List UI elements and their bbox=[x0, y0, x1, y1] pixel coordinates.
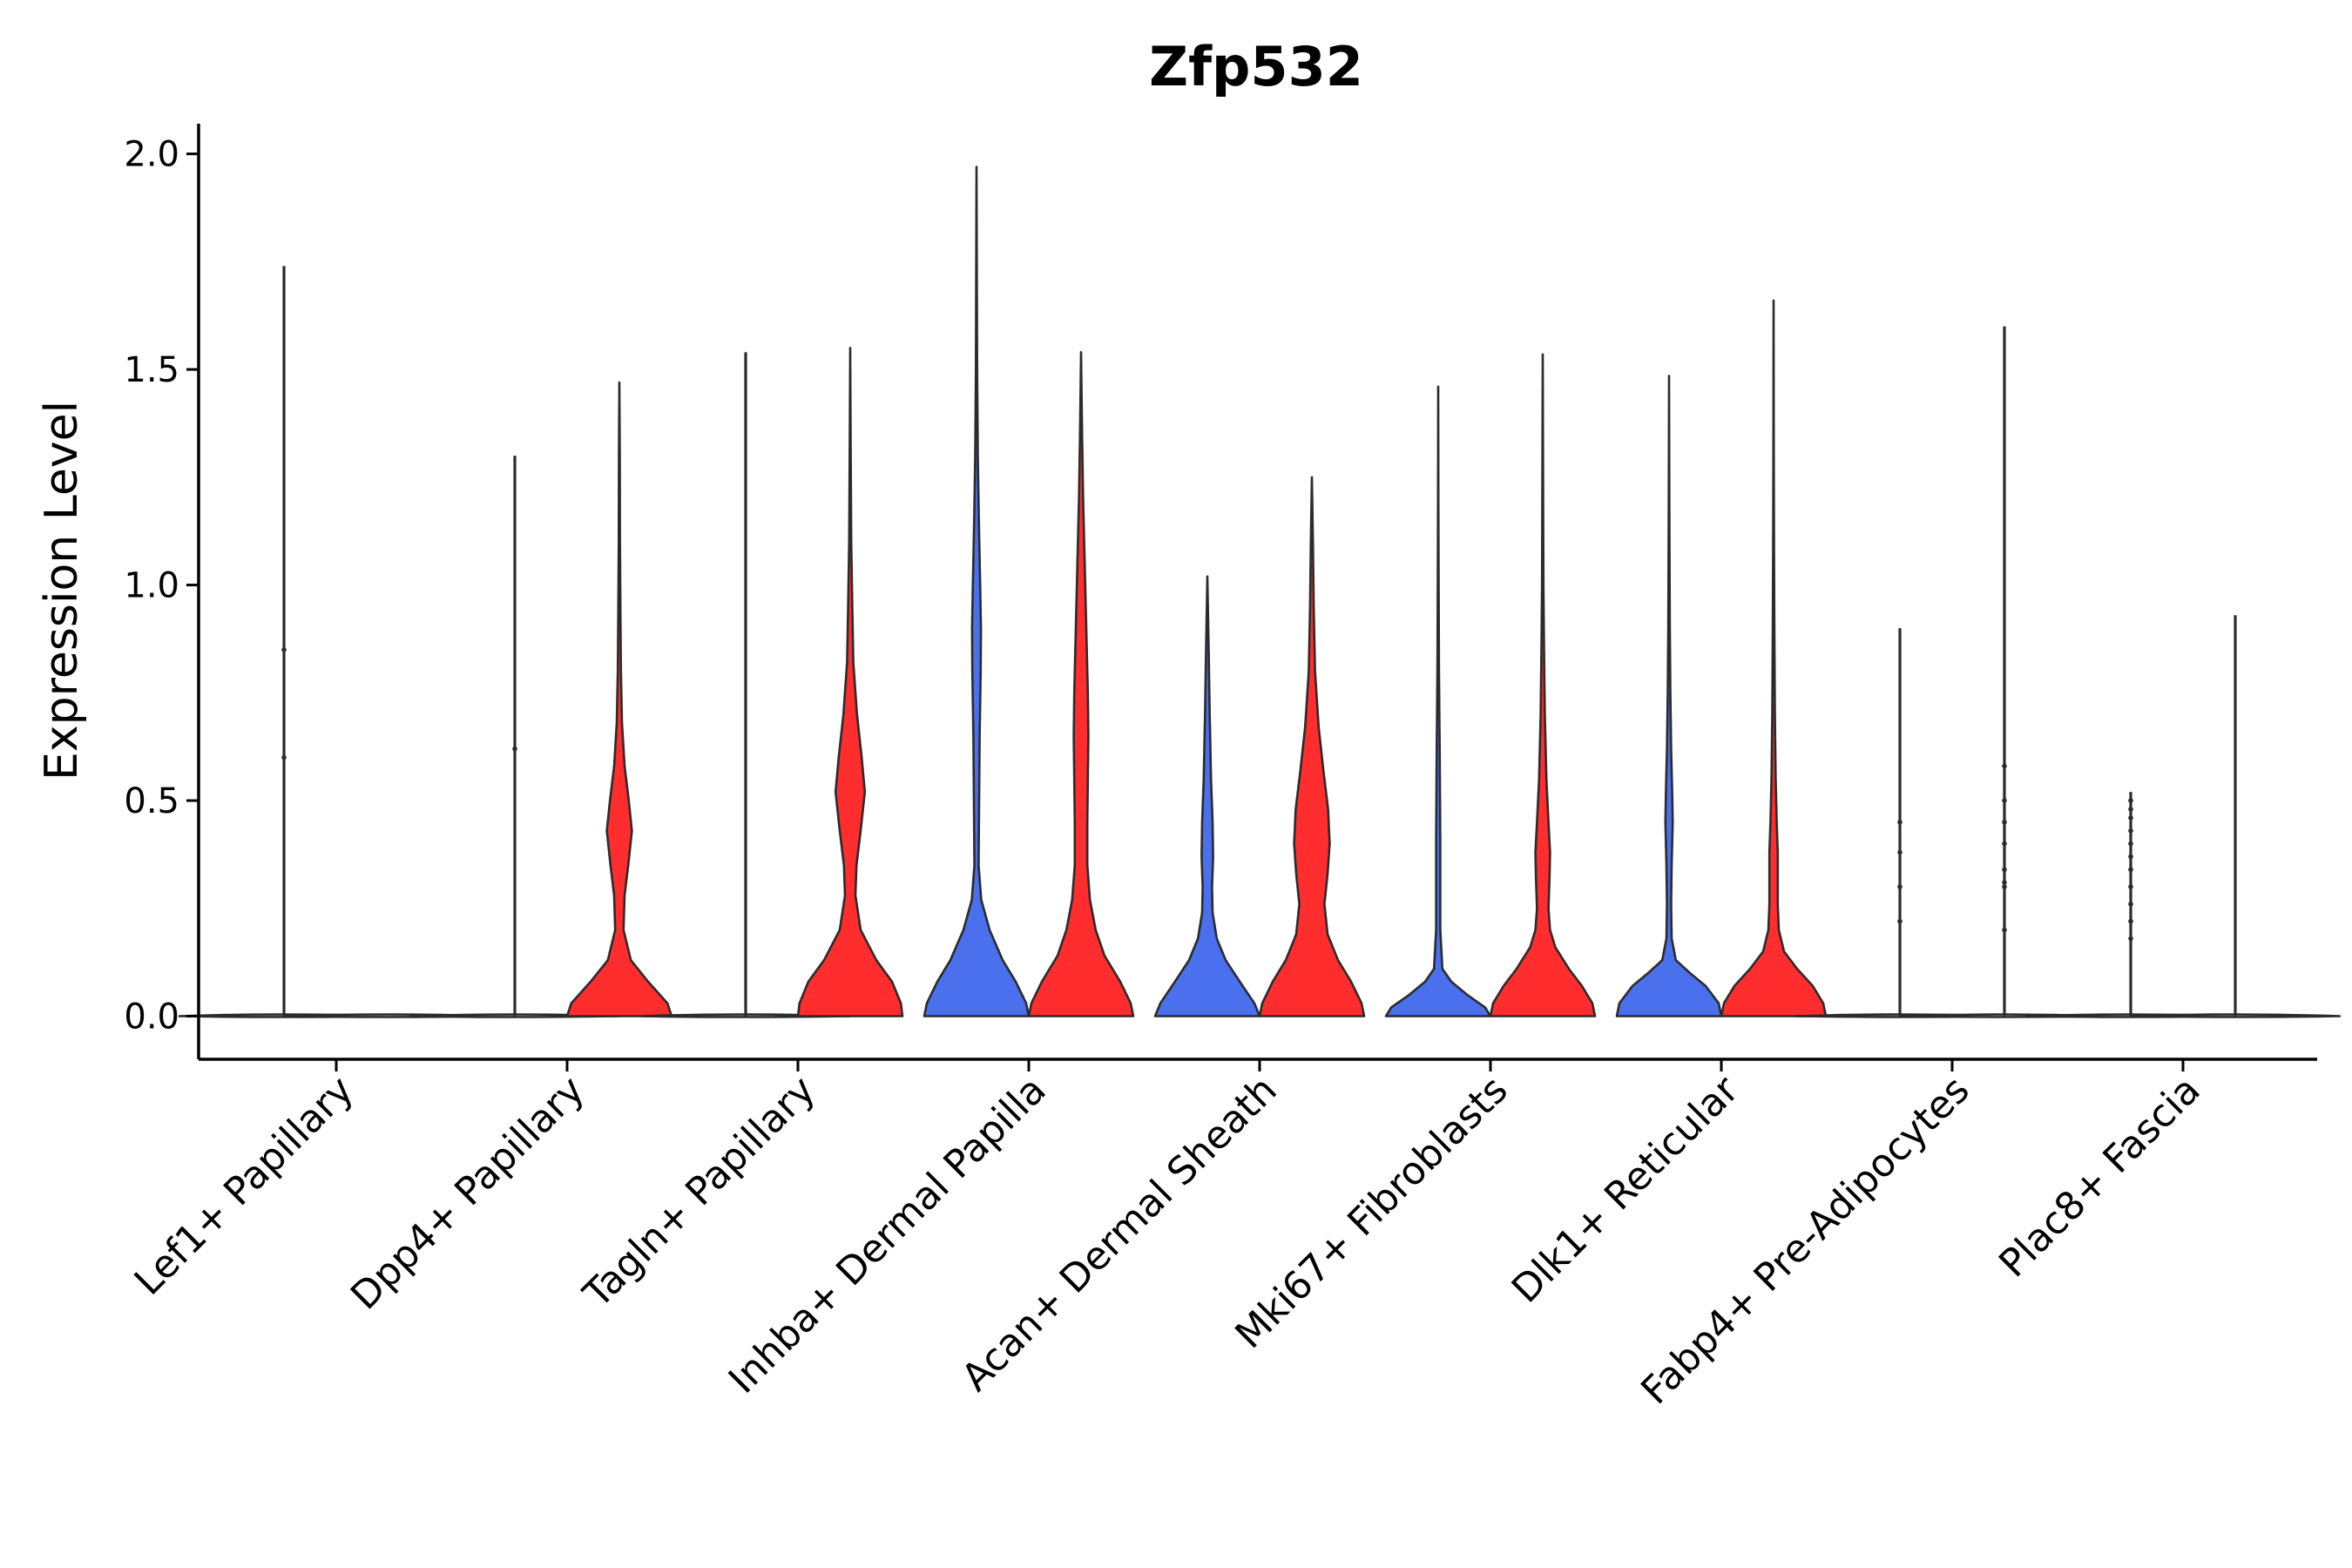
y-tick-label: 1.5 bbox=[124, 350, 179, 390]
violin-body bbox=[1720, 299, 1828, 1017]
violin-dlk1-reticular-group-a bbox=[1615, 375, 1723, 1017]
outlier-point bbox=[2128, 867, 2133, 873]
y-tick-label: 2.0 bbox=[124, 135, 179, 175]
outlier-point bbox=[1897, 918, 1903, 924]
violin-mki67-fibroblasts-group-a bbox=[1384, 385, 1492, 1017]
y-axis-label: Expression Level bbox=[36, 401, 88, 781]
outlier-point bbox=[2002, 867, 2007, 873]
outlier-point bbox=[1897, 884, 1903, 889]
y-tick-label: 0.0 bbox=[124, 997, 179, 1037]
outlier-point bbox=[2002, 927, 2007, 933]
outlier-point bbox=[2128, 902, 2133, 907]
violins-layer bbox=[178, 166, 2342, 1018]
outlier-point bbox=[2002, 763, 2007, 769]
violin-inhba-dermal-papilla-group-a bbox=[923, 166, 1031, 1017]
violin-acan-dermal-sheath-group-b bbox=[1258, 476, 1366, 1017]
outlier-point bbox=[1897, 819, 1903, 825]
violin-plac8-fascia-group-b bbox=[2129, 615, 2342, 1018]
violin-body bbox=[1258, 476, 1366, 1017]
outlier-point bbox=[2128, 884, 2133, 889]
violin-body bbox=[1615, 375, 1723, 1017]
outlier-point bbox=[2128, 918, 2133, 924]
violin-body bbox=[1489, 353, 1597, 1017]
violin-body bbox=[1384, 385, 1492, 1017]
outlier-point bbox=[2128, 841, 2133, 847]
violin-mki67-fibroblasts-group-b bbox=[1489, 353, 1597, 1017]
outlier-point bbox=[2128, 798, 2133, 803]
violin-body bbox=[923, 166, 1031, 1017]
y-tick-label: 0.5 bbox=[124, 781, 179, 821]
outlier-point bbox=[2128, 828, 2133, 834]
violin-dpp4-papillary-group-b bbox=[565, 381, 673, 1017]
outlier-point bbox=[281, 754, 287, 760]
outlier-point bbox=[2002, 841, 2007, 847]
violin-body bbox=[565, 381, 673, 1017]
outlier-point bbox=[2002, 880, 2007, 885]
outlier-point bbox=[2128, 854, 2133, 860]
outlier-point bbox=[2128, 807, 2133, 812]
outlier-point bbox=[1897, 849, 1903, 855]
violin-dlk1-reticular-group-b bbox=[1720, 299, 1828, 1017]
outlier-point bbox=[2128, 936, 2133, 942]
outlier-point bbox=[281, 647, 287, 652]
outlier-point bbox=[2002, 819, 2007, 825]
outlier-point bbox=[2002, 798, 2007, 803]
y-tick-label: 1.0 bbox=[124, 566, 179, 606]
outlier-point bbox=[2002, 884, 2007, 889]
violin-tagln-papillary-group-b bbox=[796, 347, 904, 1017]
violin-body bbox=[796, 347, 904, 1017]
violin-acan-dermal-sheath-group-a bbox=[1153, 575, 1261, 1017]
outlier-point bbox=[512, 746, 517, 752]
outlier-point bbox=[2128, 815, 2133, 821]
violin-body bbox=[1153, 575, 1261, 1017]
violin-inhba-dermal-papilla-group-b bbox=[1027, 351, 1135, 1017]
violin-body bbox=[1027, 351, 1135, 1017]
chart-title: Zfp532 bbox=[1149, 35, 1363, 98]
